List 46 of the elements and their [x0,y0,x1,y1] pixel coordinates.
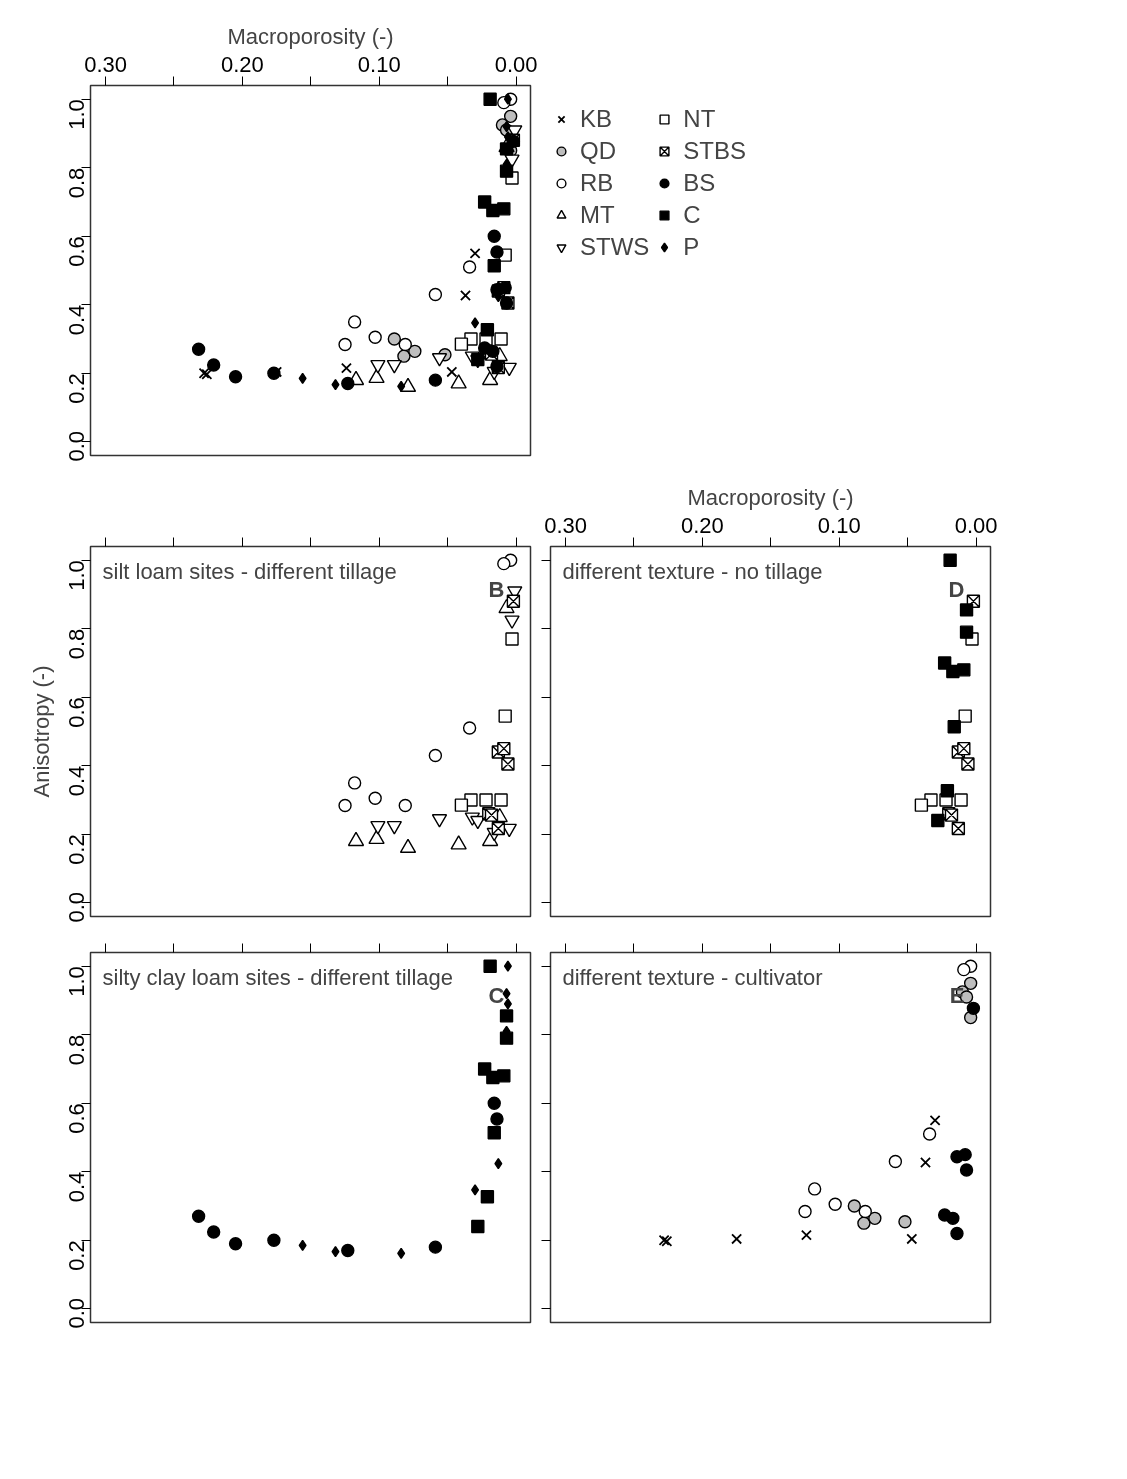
text: silt loam sites - different tillage [102,558,397,584]
legend-label: RB [580,169,614,197]
x-axis-title: Macroporosity (-) [687,484,854,510]
legend-label: MT [580,201,615,229]
text: different texture - cultivator [562,964,823,990]
y-tick-label: 0.8 [64,628,89,660]
legend-label: BS [683,169,716,197]
legend-label: NT [683,105,716,133]
y-tick-label: 0.4 [64,765,89,797]
annotation: C [488,982,505,1008]
y-tick-label: 1.0 [64,99,89,130]
x-tick-label: 0.10 [357,51,401,77]
y-tick-label: 0.0 [64,1297,89,1329]
text: different texture - no tillage [562,558,823,584]
y-tick-label: 0.2 [64,1240,89,1271]
y-tick-label: 0.4 [64,1171,89,1203]
y-tick-label: 0.8 [64,1034,89,1066]
y-tick-label: 0.6 [64,236,89,267]
y-tick-label: 0.0 [64,430,89,462]
y-tick-label: 0.0 [64,891,89,923]
legend-label: P [683,233,701,261]
legend-label: STWS [580,233,650,261]
text: silty clay loam sites - different tillage [102,964,454,990]
legend-label: QD [580,137,616,165]
legend-label: STBS [683,137,747,165]
annotation: B [488,576,505,602]
legend-label: KB [580,105,613,133]
y-tick-label: 0.4 [64,304,89,336]
x-tick-label: 0.00 [494,51,538,77]
y-tick-label: 0.6 [64,697,89,728]
y-tick-label: 0.8 [64,167,89,199]
x-tick-label: 0.20 [681,512,724,538]
y-tick-label: 0.2 [64,834,89,865]
x-tick-label: 0.20 [221,51,264,77]
x-tick-label: 0.30 [84,51,127,77]
y-tick-label: 1.0 [64,966,89,997]
annotation: D [948,576,965,602]
x-tick-label: 0.10 [817,512,861,538]
y-axis-title: Anisotropy (-) [28,665,54,798]
y-tick-label: 1.0 [64,560,89,591]
y-tick-label: 0.6 [64,1103,89,1134]
y-tick-label: 0.2 [64,373,89,404]
legend-label: C [683,201,702,229]
x-axis-title: Macroporosity (-) [227,23,394,49]
x-tick-label: 0.00 [954,512,998,538]
x-tick-label: 0.30 [544,512,587,538]
